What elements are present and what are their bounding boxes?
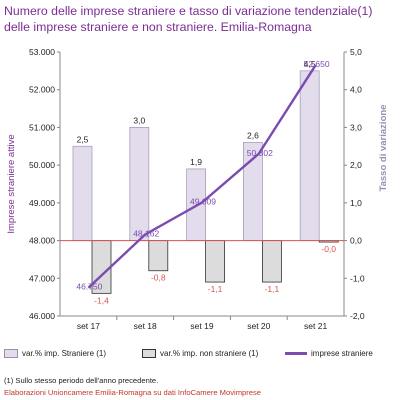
bar-stranieri-label: 4,5 (304, 59, 316, 69)
left-tick-label: 53.000 (29, 47, 55, 57)
right-tick-label: 4,0 (350, 85, 362, 95)
legend-item-line: imprese straniere (285, 346, 373, 360)
line-point-label: 48.162 (133, 228, 159, 238)
left-tick-label: 50.000 (29, 160, 55, 170)
line-point-label: 49.009 (190, 197, 216, 207)
line-point-label: 52.650 (304, 59, 330, 69)
bar-stranieri-label: 3,0 (133, 115, 145, 125)
right-tick-label: 5,0 (350, 47, 362, 57)
source-credits: Elaborazioni Unioncamere Emilia-Romagna … (4, 388, 262, 397)
legend-swatch-stranieri (4, 348, 18, 358)
legend-item-non-stranieri: var.% imp. non straniere (1) (142, 346, 258, 360)
right-tick-label: -2,0 (350, 311, 365, 321)
line-point-label: 50.302 (247, 148, 273, 158)
category-label: set 17 (77, 321, 100, 331)
right-tick-label: 1,0 (350, 198, 362, 208)
bar-stranieri (72, 145, 93, 241)
bar-non-stranieri (148, 240, 169, 272)
y-axis-title: Imprese straniere attive (6, 134, 17, 233)
left-tick-label: 48.000 (29, 236, 55, 246)
bar-stranieri (129, 127, 150, 241)
legend: var.% imp. Straniere (1) var.% imp. non … (0, 346, 400, 360)
legend-item-stranieri: var.% imp. Straniere (1) (4, 346, 106, 360)
category-label: set 19 (190, 321, 213, 331)
right-tick-label: 3,0 (350, 122, 362, 132)
right-tick-label: 0,0 (350, 236, 362, 246)
category-label: set 21 (304, 321, 327, 331)
line-imprese-straniere (87, 64, 317, 289)
legend-label-stranieri: var.% imp. Straniere (1) (22, 348, 107, 358)
bar-stranieri (299, 70, 320, 241)
bar-non-stranieri (205, 240, 226, 283)
y2-axis-title: Tasso di variazione (378, 105, 389, 192)
left-tick-label: 49.000 (29, 198, 55, 208)
bar-non-stranieri (261, 240, 282, 283)
bar-non-stranieri-label: -1,4 (94, 295, 109, 305)
bar-stranieri-label: 2,6 (247, 131, 259, 141)
legend-label-non-stranieri: var.% imp. non straniere (1) (160, 348, 259, 358)
bar-non-stranieri-label: -1,1 (208, 284, 223, 294)
chart-title: Numero delle imprese straniere e tasso d… (4, 4, 373, 34)
bar-non-stranieri-label: -0,8 (151, 273, 166, 283)
legend-label-line: imprese straniere (311, 348, 373, 358)
left-tick-label: 52.000 (29, 85, 55, 95)
right-tick-label: -1,0 (350, 273, 365, 283)
bar-stranieri-label: 1,9 (190, 157, 202, 167)
bar-non-stranieri-label: -1,1 (265, 284, 280, 294)
category-label: set 18 (134, 321, 157, 331)
bar-non-stranieri-label: -0,0 (321, 244, 336, 254)
left-tick-label: 47.000 (29, 273, 55, 283)
left-tick-label: 51.000 (29, 122, 55, 132)
footnote: (1) Sullo stesso periodo dell'anno prece… (4, 376, 159, 385)
line-point-label: 46.750 (76, 282, 102, 292)
legend-swatch-line (285, 351, 307, 355)
legend-swatch-non-stranieri (142, 348, 156, 358)
category-label: set 20 (247, 321, 270, 331)
left-tick-label: 46.000 (29, 311, 55, 321)
bar-stranieri-label: 2,5 (77, 134, 89, 144)
right-tick-label: 2,0 (350, 160, 362, 170)
